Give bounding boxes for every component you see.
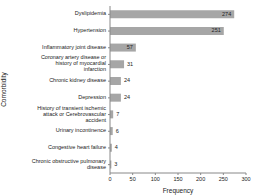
svg-text:Coronary artery disease orhist: Coronary artery disease orhistory of myo… (41, 55, 106, 73)
svg-text:6: 6 (116, 128, 119, 134)
svg-text:Comorbidity: Comorbidity (8, 71, 9, 106)
svg-text:Chronic kidney disease: Chronic kidney disease (49, 78, 106, 84)
svg-text:Urinary incontinence: Urinary incontinence (56, 128, 106, 134)
svg-text:250: 250 (219, 176, 228, 182)
svg-text:Congestive heart failure: Congestive heart failure (48, 144, 106, 150)
svg-text:History of transient ischemica: History of transient ischemicattack or C… (37, 105, 106, 123)
svg-text:300: 300 (241, 176, 250, 182)
svg-text:Inflammatory joint disease: Inflammatory joint disease (42, 44, 106, 50)
svg-text:31: 31 (127, 61, 133, 67)
svg-text:Hypertension: Hypertension (74, 28, 106, 34)
svg-text:4: 4 (115, 144, 118, 150)
svg-text:150: 150 (173, 176, 182, 182)
svg-text:50: 50 (130, 176, 136, 182)
svg-text:Frequency: Frequency (163, 187, 194, 195)
svg-text:24: 24 (124, 94, 130, 100)
svg-text:274: 274 (222, 11, 231, 17)
svg-text:57: 57 (127, 44, 133, 50)
svg-text:Depression: Depression (78, 94, 106, 100)
svg-text:Dyslipidemia: Dyslipidemia (75, 11, 107, 17)
svg-text:0: 0 (108, 176, 111, 182)
svg-text:100: 100 (151, 176, 160, 182)
svg-text:200: 200 (196, 176, 205, 182)
svg-text:24: 24 (124, 77, 130, 83)
svg-text:251: 251 (212, 27, 221, 33)
svg-text:3: 3 (114, 161, 117, 167)
svg-text:Chronic obstructive pulmonaryd: Chronic obstructive pulmonarydisease (32, 158, 107, 170)
svg-text:7: 7 (116, 111, 119, 117)
